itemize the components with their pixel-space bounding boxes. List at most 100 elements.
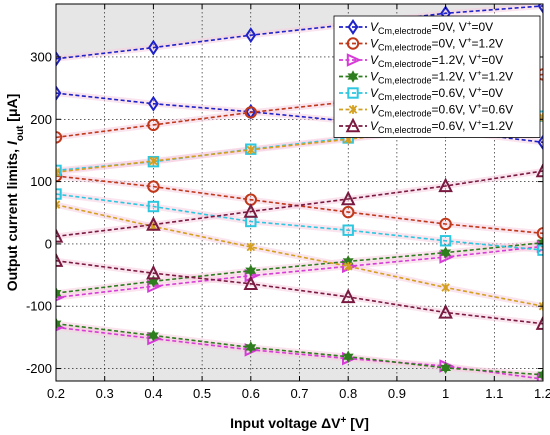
y-tick-label: -200 [26,361,52,376]
series-0-upper-marker [245,27,257,44]
legend-label-6-sup: + [477,118,482,127]
series-3-upper-line [56,241,543,294]
x-axis-label-sup: + [341,415,347,426]
legend-label-4-v: V [370,86,379,100]
x-tick-label: 0.3 [96,386,114,401]
series-6-upper-marker [438,177,453,193]
x-axis-label-main: Input voltage ΔV [230,415,341,431]
series-1-upper-line [56,73,543,139]
series-3-lower-marker [56,317,62,330]
legend-label-0-rest: =0V, V [432,20,467,34]
series-0-lower-marker [147,95,159,112]
series-4-lower-marker [147,200,160,213]
y-tick-label: -100 [26,299,52,314]
legend-label-1: VCm,electrode=0V, V+=1.2V [370,36,503,53]
legend-label-5: VCm,electrode=0.6V, V+=0.6V [370,102,513,119]
series-0-lower-marker [537,134,543,151]
series-5-lower-marker [343,261,353,271]
legend-label-3-rest: =1.2V, V [432,70,477,84]
legend-label-0-end: =0V [471,20,493,34]
legend-label-2-rest: =1.2V, V [432,53,477,67]
legend-label-0-sup: + [467,19,472,28]
legend-box [333,15,541,138]
legend-label-1-rest: =0V, V [432,37,467,51]
series-3-lower-marker [440,361,452,375]
series-1-lower-marker [342,205,355,219]
legend-label-3-end: =1.2V [481,70,513,84]
y-axis-label-unit: [μA] [4,94,20,126]
series-2-upper-line [56,245,543,299]
legend-label-6-rest: =0.6V, V [432,119,477,133]
series-1-upper-marker [56,131,63,144]
series-6-lower-line [56,259,543,325]
series-5-upper-marker [56,167,61,177]
series-1-upper-marker [147,118,160,132]
legend-label-6-sub: Cm,electrode [378,125,432,135]
legend-label-5-sub: Cm,electrode [378,109,432,119]
x-tick-label: 0.4 [144,386,162,401]
legend-label-5-sup: + [477,102,482,111]
legend-label-6-v: V [370,119,379,133]
series-3-upper-marker [440,246,452,259]
y-axis-label-var: I [4,140,20,145]
legend-label-4-end: =0V [481,86,503,100]
series-5-lower-marker-stroke [56,203,61,209]
y-tick-label: 0 [45,236,52,251]
series-5-lower-marker-stroke [538,301,543,308]
legend-label-5-end: =0.6V [481,103,513,117]
legend-label-1-sup: + [467,36,472,45]
y-axis-label-main: Output current limits, [4,145,20,291]
series-1-lower-marker [439,217,452,231]
series-5-upper-marker-stroke [538,116,543,122]
series-0-upper-marker [147,39,159,56]
series-2-lower-line [56,326,543,380]
series-3-upper-marker [56,286,62,300]
legend-label-0-sub: Cm,electrode [378,26,432,36]
series-3-lower-marker [537,368,543,381]
legend-marker-5 [348,105,358,114]
legend-label-5-rest: =0.6V, V [432,103,477,117]
legend-label-6: VCm,electrode=0.6V, V+=1.2V [370,118,513,135]
series-5-lower-marker-stroke [538,304,543,311]
y-tick-label: 300 [30,49,52,64]
series-5-upper-marker-stroke [56,170,61,177]
series-5-upper-line [56,116,543,173]
legend-label-3-v: V [370,70,379,84]
legend-label-2-sub: Cm,electrode [378,59,432,69]
legend-label-2-v: V [370,53,379,67]
legend-label-3-sub: Cm,electrode [378,76,432,86]
legend-label-4-rest: =0.6V, V [432,86,477,100]
y-axis-label-sub: out [15,125,26,141]
series-5-lower-marker [56,200,61,210]
x-tick-label: 0.9 [388,386,406,401]
series-3-lower-marker [147,329,159,342]
series-3-lower-marker [342,350,354,363]
x-tick-label: 1.2 [534,386,550,401]
legend-label-0: VCm,electrode=0V, V+=0V [370,19,493,36]
x-tick-label: 0.2 [47,386,65,401]
legend-label-2-sup: + [477,52,482,61]
legend-label-1-sub: Cm,electrode [378,43,432,53]
x-tick-label: 0.7 [290,386,308,401]
legend-marker-1 [346,37,360,50]
x-axis-label: Input voltage ΔV+ [V] [230,415,369,432]
series-6-lower-marker [146,264,161,280]
series-5-lower-marker-stroke [56,200,61,206]
series-2-lower-marker [536,372,543,381]
series-6-upper-marker [340,190,356,206]
series-5-upper-marker-stroke [56,168,61,174]
series-3-lower-marker [245,341,257,354]
series-0-lower-marker [56,85,62,102]
legend-label-4: VCm,electrode=0.6V, V+=0V [370,85,503,102]
legend-marker-4 [347,87,359,99]
series-4-upper-marker [56,164,62,177]
legend-marker-3 [347,70,359,83]
series-5-upper-marker [538,113,543,122]
legend-label-3: VCm,electrode=1.2V, V+=1.2V [370,69,513,86]
series-6-lower-marker [56,252,64,267]
series-6-upper-marker [535,162,543,178]
series-6-upper-marker [146,216,161,231]
legend-label-1-v: V [370,37,379,51]
legend-marker-0 [347,19,359,35]
series-3-lower-line [56,322,543,376]
